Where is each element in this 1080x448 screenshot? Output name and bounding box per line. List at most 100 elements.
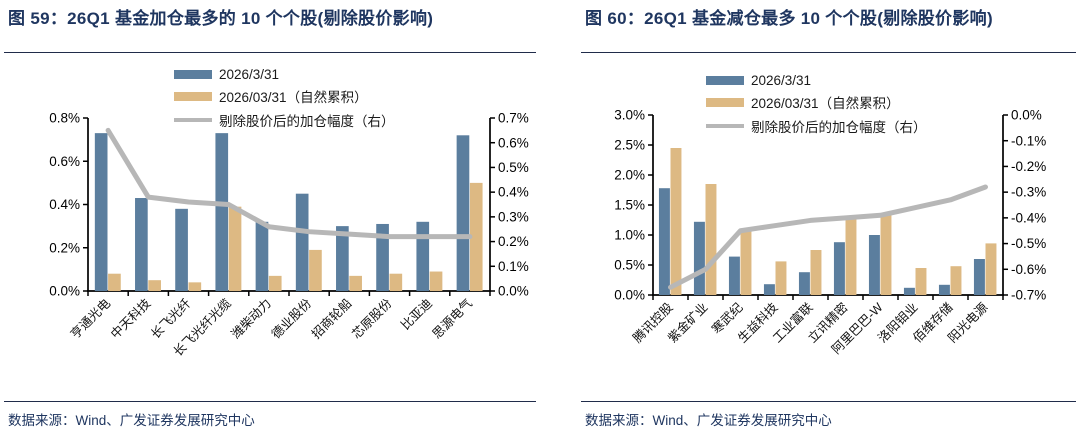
right-axis-tick-label: 0.0% xyxy=(498,284,529,299)
chart-59-panel: 图 59：26Q1 基金加仓最多的 10 个个股(剔除股价影响) 2026/3/… xyxy=(4,9,536,429)
legend-item: 剔除股价后的加仓幅度（右） xyxy=(174,110,395,130)
bar-series-1-bar xyxy=(915,268,927,295)
legend-label: 剔除股价后的加仓幅度（右） xyxy=(219,114,395,129)
left-axis-tick-label: 1.0% xyxy=(614,228,645,243)
legend-item: 2026/3/31 xyxy=(706,73,927,88)
line-series xyxy=(668,184,988,290)
bar-series-0-bar xyxy=(94,133,108,291)
bar-series-0-bar xyxy=(175,208,188,291)
legend-bar-swatch xyxy=(174,91,212,101)
left-axis-tick-label: 0.8% xyxy=(49,111,80,126)
chart-59-source: 数据来源：Wind、广发证券发展研究中心 xyxy=(4,401,536,429)
right-axis-tick-label: -0.2% xyxy=(1011,159,1046,174)
x-axis-label: 比亚迪 xyxy=(398,296,434,332)
title-divider xyxy=(4,52,536,53)
bar-series-0-bar xyxy=(798,272,810,295)
bar-series-1-bar xyxy=(389,273,403,291)
left-axis-tick-label: 0.0% xyxy=(49,284,80,299)
legend-line-swatch xyxy=(174,118,212,122)
chart-60-panel: 图 60：26Q1 基金减仓最多 10 个个股(剔除股价影响) 2026/3/3… xyxy=(581,0,1076,448)
x-axis-label: 潍柴动力 xyxy=(229,296,274,341)
legend-item: 2026/3/31 xyxy=(174,67,395,82)
left-axis-tick-label: 2.5% xyxy=(614,138,645,153)
x-axis-label: 思源电气 xyxy=(429,295,475,341)
x-axis-label: 中天科技 xyxy=(107,295,153,341)
bar-series-1-bar xyxy=(775,261,787,295)
legend-line-swatch xyxy=(706,124,744,128)
legend-item: 2026/03/31（自然累积） xyxy=(706,92,927,112)
line-series xyxy=(105,127,473,240)
x-axis-label: 德业股份 xyxy=(268,295,314,341)
title-divider xyxy=(581,52,1076,53)
right-axis-tick-label: 0.1% xyxy=(498,259,529,274)
bar-series-1-bar xyxy=(950,266,962,295)
chart-59-canvas: 0.8% 0.6% 0.4% 0.2% 0.0% 0.7% 0.6% 0.5% 0.4% 0.3%… xyxy=(49,111,529,360)
left-axis-tick-label: 0.5% xyxy=(614,258,645,273)
bar-series-1-bar xyxy=(349,275,362,291)
right-axis-tick-label: 0.0% xyxy=(1011,108,1042,123)
left-axis-tick-label: 3.0% xyxy=(614,108,645,123)
bar-series-0-bar xyxy=(215,133,229,291)
bar-series-1-bar xyxy=(188,282,202,291)
bar-series-1-bar xyxy=(148,280,161,291)
bar-series-1-bar xyxy=(740,230,752,295)
bar-series-1-bar xyxy=(309,249,322,291)
right-axis-tick-label: 0.5% xyxy=(498,160,529,175)
bar-series-0-bar xyxy=(938,284,950,295)
legend-label: 2026/03/31（自然累积） xyxy=(219,90,368,105)
bar-series-0-bar xyxy=(903,287,915,295)
bar-series-1-bar xyxy=(810,250,822,295)
left-axis-tick-label: 0.6% xyxy=(49,154,80,169)
bar-series-1-bar xyxy=(670,148,682,295)
chart-59-title: 图 59：26Q1 基金加仓最多的 10 个个股(剔除股价影响) xyxy=(8,9,434,28)
bar-series-0-bar xyxy=(376,223,389,291)
bar-series-0-bar xyxy=(336,226,349,291)
x-axis-label: 亨通光电 xyxy=(67,295,113,341)
left-axis-tick-label: 0.4% xyxy=(49,197,80,212)
chart-60-canvas: 3.0% 2.5% 2.0% 1.5% 1.0% 0.5% 0.0% 0.0% -0.1% -0.… xyxy=(614,108,1046,357)
chart-60-source: 数据来源：Wind、广发证券发展研究中心 xyxy=(581,401,1076,429)
legend-bar-swatch xyxy=(174,70,212,79)
right-axis-tick-label: -0.6% xyxy=(1011,262,1046,277)
bar-series-0-bar xyxy=(868,235,880,295)
bar-series-1-bar xyxy=(268,275,282,291)
right-axis-tick-label: -0.1% xyxy=(1011,133,1046,148)
legend-label: 2026/3/31 xyxy=(219,67,280,82)
right-axis-tick-label: 0.7% xyxy=(498,111,529,126)
right-axis-tick-label: 0.4% xyxy=(498,185,529,200)
bar-series-1-bar xyxy=(985,243,997,295)
bar-series-1-bar xyxy=(705,184,717,295)
chart-59-legend: 2026/3/31 2026/03/31（自然累积） 剔除股价后的加仓幅度（右） xyxy=(174,67,395,130)
bar-series-1-bar xyxy=(469,182,483,291)
chart-60-title: 图 60：26Q1 基金减仓最多 10 个个股(剔除股价影响) xyxy=(585,9,993,28)
x-axis-label: 招商轮船 xyxy=(308,296,354,342)
left-axis-tick-label: 0.2% xyxy=(49,240,80,255)
bar-series-1-bar xyxy=(429,271,443,291)
left-axis-tick-label: 0.0% xyxy=(614,288,645,303)
bar-series-1-bar xyxy=(108,273,121,291)
legend-label: 2026/3/31 xyxy=(751,73,812,88)
bar-series-0-bar xyxy=(833,242,845,295)
legend-bar-swatch xyxy=(706,76,744,85)
bar-series-0-bar xyxy=(693,221,705,295)
bar-series-0-bar xyxy=(763,284,775,295)
legend-bar-swatch xyxy=(706,97,744,107)
chart-60-legend: 2026/3/31 2026/03/31（自然累积） 剔除股价后的加仓幅度（右） xyxy=(706,73,927,136)
legend-label: 2026/03/31（自然累积） xyxy=(751,96,900,111)
legend-label: 剔除股价后的加仓幅度（右） xyxy=(751,120,927,135)
bar-series-0-bar xyxy=(456,135,470,291)
right-axis-tick-label: -0.5% xyxy=(1011,236,1046,251)
bar-series-0-bar xyxy=(973,259,985,295)
x-axis-label: 芯原股份 xyxy=(349,296,395,342)
chart-59-plot-area: 2026/3/31 2026/03/31（自然累积） 剔除股价后的加仓幅度（右） 0… xyxy=(4,53,536,401)
right-axis-tick-label: -0.3% xyxy=(1011,185,1046,200)
right-axis-tick-label: 0.3% xyxy=(498,209,529,224)
right-axis-tick-label: 0.2% xyxy=(498,234,529,249)
right-axis-tick-label: -0.4% xyxy=(1011,210,1046,225)
right-axis-tick-label: -0.7% xyxy=(1011,288,1046,303)
bar-series-1-bar xyxy=(880,214,892,295)
legend-item: 剔除股价后的加仓幅度（右） xyxy=(706,116,927,136)
chart-60-plot-area: 2026/3/31 2026/03/31（自然累积） 剔除股价后的加仓幅度（右） 3… xyxy=(581,53,1076,401)
bar-series-1-bar xyxy=(228,206,242,291)
